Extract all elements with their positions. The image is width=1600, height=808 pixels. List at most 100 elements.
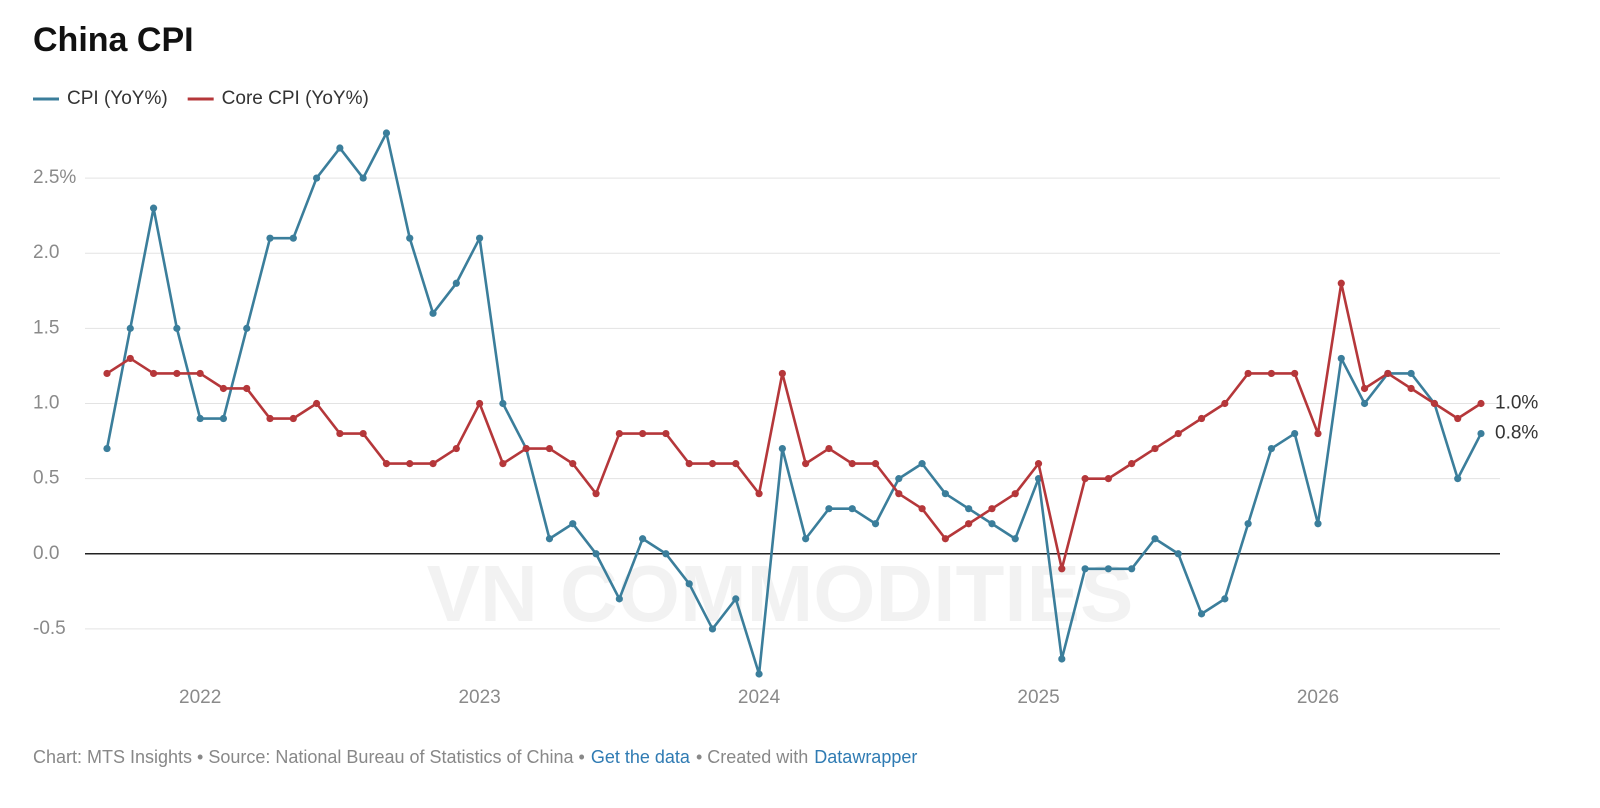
- data-point: [545, 535, 554, 543]
- data-point: [103, 369, 111, 378]
- data-point: [755, 670, 763, 678]
- data-point: [1454, 475, 1462, 483]
- data-point: [196, 414, 204, 423]
- data-point: [1407, 369, 1415, 378]
- data-point: [429, 309, 437, 317]
- y-tick-label: 0.5: [33, 468, 59, 489]
- footer-source: Chart: MTS Insights • Source: National B…: [33, 747, 585, 767]
- data-point: [1034, 460, 1043, 468]
- data-point: [895, 475, 903, 483]
- data-point: [918, 460, 926, 468]
- data-point: [173, 324, 181, 332]
- data-point: [1360, 384, 1369, 393]
- tool-link[interactable]: Datawrapper: [814, 747, 917, 767]
- data-point: [708, 460, 717, 468]
- data-point: [988, 520, 996, 528]
- data-point: [1174, 429, 1182, 438]
- data-point: [1197, 610, 1206, 618]
- data-point: [1081, 565, 1089, 573]
- data-point: [662, 550, 670, 558]
- data-point: [452, 279, 460, 287]
- series-line: [105, 131, 1483, 676]
- data-point: [1058, 655, 1066, 663]
- value-label: 0.8%: [1495, 423, 1538, 444]
- data-point: [1337, 279, 1345, 287]
- data-point: [732, 595, 740, 603]
- data-point: [1267, 369, 1276, 378]
- data-point: [569, 520, 577, 528]
- data-point: [476, 234, 484, 242]
- data-point: [639, 429, 647, 438]
- data-point: [1360, 399, 1369, 408]
- data-point: [732, 460, 740, 468]
- x-tick-label: 2024: [738, 687, 781, 708]
- data-point: [685, 580, 693, 588]
- y-tick-label: 1.5: [33, 317, 59, 338]
- data-point: [359, 429, 367, 438]
- data-point: [1128, 460, 1136, 468]
- data-point: [312, 174, 321, 182]
- data-point: [1291, 369, 1299, 378]
- data-point: [103, 444, 111, 453]
- data-point: [1104, 565, 1112, 573]
- data-point: [289, 234, 297, 242]
- data-point: [825, 444, 833, 453]
- data-point: [778, 369, 786, 378]
- data-point: [1081, 475, 1089, 483]
- x-tick-label: 2025: [1017, 687, 1059, 708]
- data-point: [476, 399, 484, 408]
- data-point: [1104, 475, 1112, 483]
- data-point: [219, 384, 228, 393]
- data-point: [406, 460, 414, 468]
- data-link[interactable]: Get the data: [591, 747, 691, 767]
- data-point: [639, 535, 647, 543]
- data-point: [336, 429, 344, 438]
- data-point: [1128, 565, 1136, 573]
- y-tick-label: 0.0: [33, 543, 59, 564]
- data-point: [802, 460, 810, 468]
- data-point: [778, 444, 786, 453]
- data-point: [336, 144, 344, 152]
- data-point: [1337, 354, 1345, 363]
- data-point: [429, 460, 437, 468]
- y-tick-label: -0.5: [33, 618, 66, 639]
- data-point: [1244, 369, 1252, 378]
- data-point: [871, 520, 880, 528]
- data-point: [382, 129, 391, 137]
- data-point: [1244, 520, 1252, 528]
- chart-title: China CPI: [33, 21, 194, 59]
- data-point: [802, 535, 810, 543]
- data-point: [941, 535, 949, 543]
- data-point: [1221, 399, 1229, 408]
- data-point: [452, 444, 460, 453]
- data-point: [312, 399, 321, 408]
- data-point: [662, 429, 670, 438]
- data-point: [1430, 399, 1439, 408]
- data-point: [1197, 414, 1206, 423]
- data-point: [871, 460, 880, 468]
- data-point: [243, 324, 251, 332]
- data-point: [149, 369, 158, 378]
- data-point: [1454, 414, 1462, 423]
- data-point: [825, 505, 833, 513]
- data-point: [965, 520, 973, 528]
- data-point: [569, 460, 577, 468]
- data-point: [1314, 429, 1322, 438]
- legend-label: CPI (YoY%): [67, 88, 168, 109]
- data-point: [499, 399, 507, 408]
- x-tick-label: 2023: [458, 687, 500, 708]
- data-point: [848, 460, 856, 468]
- data-point: [895, 490, 903, 498]
- data-point: [592, 550, 600, 558]
- y-tick-label: 2.5%: [33, 167, 76, 188]
- data-point: [1314, 520, 1322, 528]
- data-point: [126, 324, 134, 332]
- data-point: [1477, 429, 1485, 438]
- data-point: [266, 414, 274, 423]
- data-point: [266, 234, 274, 242]
- data-point: [196, 369, 204, 378]
- data-point: [1174, 550, 1182, 558]
- data-point: [708, 625, 717, 633]
